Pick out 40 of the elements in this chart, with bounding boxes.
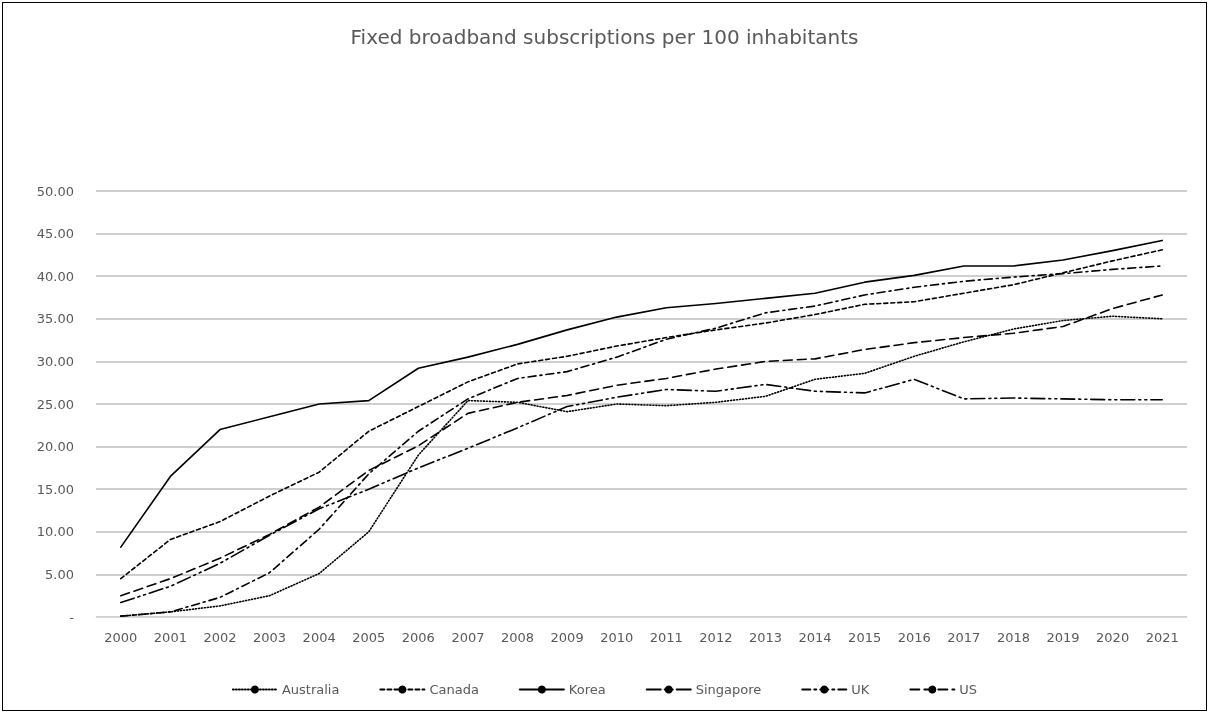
legend-label: Singapore [695,682,762,697]
x-tick-label: 2005 [352,630,386,645]
legend-label: Australia [281,682,340,697]
y-tick-label: 5.00 [45,566,74,582]
x-tick-label: 2008 [500,630,535,645]
x-tick-label: 2000 [104,630,138,645]
y-tick-label: 50.00 [36,183,74,199]
y-tick-label: 10.00 [36,524,74,540]
legend-label: UK [851,682,870,697]
y-tick-label: 45.00 [36,226,74,242]
y-tick-label: 25.00 [36,396,74,412]
x-tick-label: 2007 [451,630,485,645]
x-tick-label: 2010 [600,630,634,645]
y-tick-label: 15.00 [36,481,74,497]
x-tick-label: 2013 [748,630,783,645]
x-tick-label: 2014 [798,630,832,645]
x-tick-label: 2021 [1145,630,1179,645]
x-tick-label: 2002 [203,630,237,645]
x-tick-label: 2009 [550,630,584,645]
legend-label: Canada [429,682,479,697]
x-tick-label: 2012 [699,630,733,645]
chart-title: Fixed broadband subscriptions per 100 inhabitants [350,25,859,49]
x-tick-label: 2020 [1096,630,1130,645]
y-tick-label: 20.00 [36,439,74,455]
x-tick-label: 2018 [996,630,1030,645]
x-tick-label: 2003 [253,630,287,645]
x-tick-label: 2015 [848,630,882,645]
y-tick-label: - [69,609,75,625]
y-tick-label: 30.00 [36,353,74,369]
y-tick-label: 35.00 [36,311,74,327]
x-tick-label: 2019 [1046,630,1080,645]
y-tick-label: 40.00 [36,268,74,284]
legend-label: US [959,682,978,697]
x-tick-label: 2001 [153,630,187,645]
legend-label: Korea [568,682,606,697]
x-tick-label: 2004 [302,630,336,645]
x-tick-label: 2011 [649,630,683,645]
x-tick-label: 2006 [401,630,435,645]
x-tick-label: 2017 [947,630,981,645]
x-tick-label: 2016 [897,630,931,645]
